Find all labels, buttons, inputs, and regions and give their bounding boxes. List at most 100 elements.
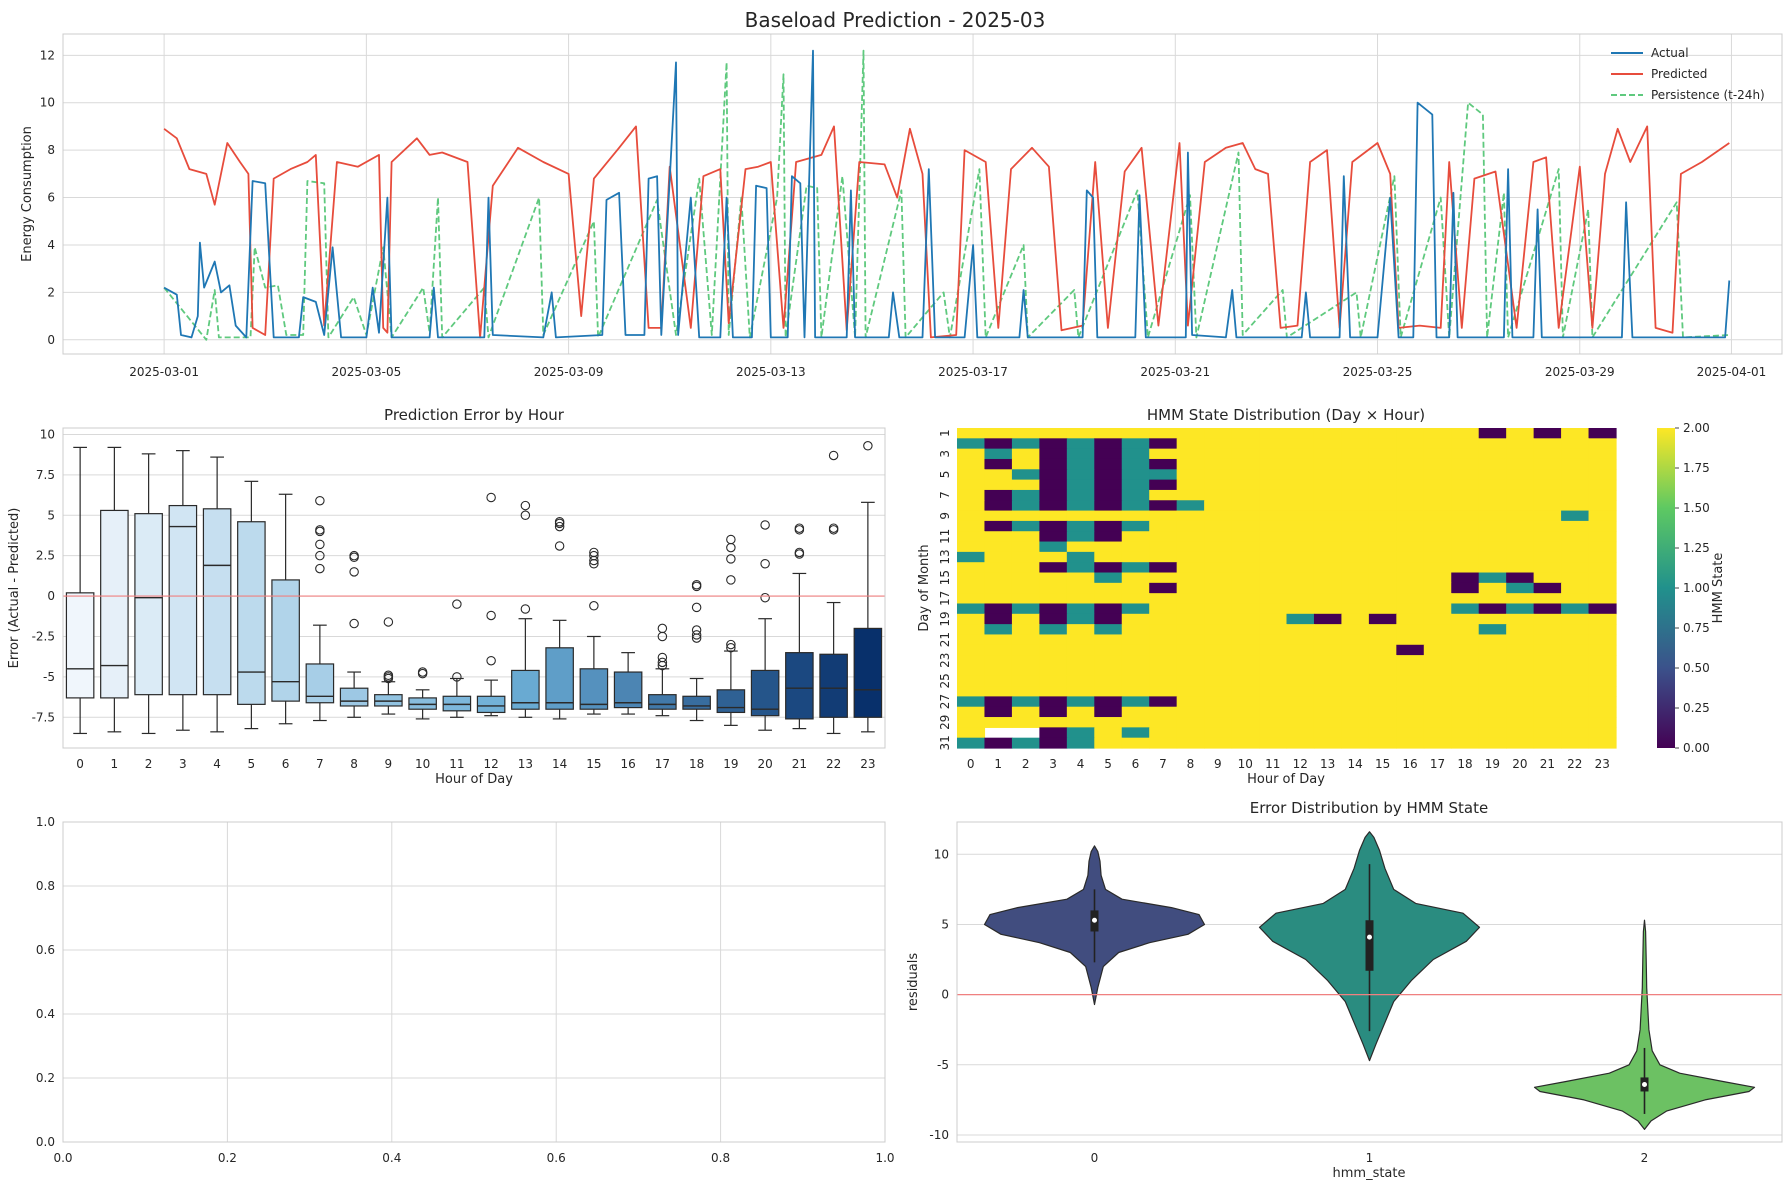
heatmap-cell	[1533, 500, 1562, 512]
heatmap-cell	[1451, 634, 1480, 646]
heatmap-cell	[1039, 572, 1068, 584]
heatmap-cell	[1313, 531, 1343, 543]
heatmap-cell	[1561, 458, 1590, 470]
heatmap-cell	[1396, 562, 1425, 574]
heatmap-x-ticks: 0 1 2 3 4 5 6 7 8 9 10 11 12 13 14 15 16 17 18 19 20 21 22 23	[967, 757, 1610, 771]
heatmap-cell	[1121, 737, 1150, 749]
heatmap-cell	[1423, 500, 1452, 512]
heatmap-cell	[1094, 438, 1123, 450]
heatmap-cell	[1176, 551, 1205, 563]
heatmap-cell	[1204, 624, 1233, 636]
heatmap-cell	[1561, 593, 1590, 605]
box-hour-0	[65, 446, 95, 735]
heatmap-cell	[1423, 717, 1452, 728]
outlier-point	[589, 559, 599, 569]
box-hour-2	[134, 453, 163, 735]
x-tick-label: 16	[1402, 757, 1417, 771]
heatmap-cell	[984, 696, 1013, 708]
heatmap-cell	[1506, 500, 1535, 512]
heatmap-cell	[1451, 737, 1480, 749]
heatmap-cell	[1149, 510, 1178, 522]
x-tick-label: 9	[1214, 757, 1222, 771]
heatmap-cell	[1039, 675, 1068, 687]
heatmap-cell	[984, 655, 1013, 667]
heatmap-cell	[1149, 624, 1178, 636]
boxplot-y-ticks: -7.5 -5 -2.5 0 2.5 5 7.5 10	[32, 427, 55, 724]
heatmap-cell	[1478, 448, 1507, 460]
heatmap-cell	[1533, 572, 1562, 584]
heatmap-cell	[1533, 541, 1562, 553]
x-tick-label: 13	[1320, 757, 1335, 771]
heatmap-cell	[1368, 737, 1397, 749]
outlier-point	[486, 655, 496, 666]
heatmap-cell	[1066, 582, 1095, 594]
x-tick-label: 5	[1104, 757, 1112, 771]
heatmap-cell	[1176, 665, 1205, 677]
heatmap-cell	[1011, 696, 1040, 708]
heatmap-cell	[1341, 469, 1370, 481]
heatmap-cell	[1259, 582, 1288, 594]
heatmap-cell	[1396, 686, 1425, 697]
heatmap-cell	[1149, 593, 1178, 605]
heatmap-cell	[1231, 644, 1260, 656]
heatmap-cell	[1066, 603, 1095, 615]
heatmap-cell	[1368, 603, 1397, 615]
heatmap-cell	[1039, 717, 1068, 728]
x-tick-label: 0	[1091, 1151, 1099, 1165]
heatmap-cell	[1533, 520, 1562, 532]
heatmap-cell	[1533, 603, 1562, 615]
heatmap-cell	[1506, 613, 1535, 625]
y-tick-label: 3	[938, 450, 952, 458]
heatmap-cell	[1341, 665, 1370, 677]
heatmap-cell	[1259, 489, 1288, 501]
heatmap-cell	[957, 603, 986, 615]
heatmap-cell	[1561, 541, 1590, 553]
heatmap-cell	[1286, 706, 1315, 718]
heatmap-cell	[1094, 593, 1123, 605]
heatmap-cell	[957, 593, 986, 605]
heatmap-cell	[1011, 438, 1040, 450]
heatmap-cell	[1478, 510, 1507, 522]
heatmap-cell	[1368, 458, 1397, 470]
heatmap-cell	[1313, 727, 1343, 739]
heatmap-cell	[1039, 448, 1068, 460]
heatmap-cell	[957, 500, 986, 512]
x-tick-label: 16	[620, 757, 635, 771]
persistence-series-line	[163, 49, 1730, 341]
heatmap-cell	[1478, 438, 1507, 450]
heatmap-cell	[984, 428, 1013, 439]
colorbar-tick-label: 0.00	[1683, 741, 1710, 755]
heatmap-cell	[1204, 644, 1233, 656]
box-hour-7	[305, 495, 335, 722]
heatmap-cell	[1396, 531, 1425, 543]
heatmap-cell	[1561, 696, 1590, 708]
heatmap-cell	[1478, 613, 1507, 625]
heatmap-cell	[1478, 500, 1507, 512]
x-tick-label: 7	[316, 757, 324, 771]
heatmap-cell	[957, 531, 986, 543]
heatmap-cell	[1259, 686, 1288, 697]
heatmap-cell	[1588, 675, 1617, 687]
x-tick-label: 20	[1512, 757, 1527, 771]
heatmap-cell	[1451, 696, 1480, 708]
empty-axes-grid	[62, 821, 886, 1143]
heatmap-cell	[1588, 479, 1617, 491]
box-iqr	[408, 697, 437, 710]
outlier-point	[315, 563, 325, 574]
heatmap-cell	[1561, 624, 1590, 636]
heatmap-cell	[1451, 613, 1480, 625]
heatmap-cell	[984, 458, 1013, 470]
heatmap-cell	[984, 500, 1013, 512]
heatmap-cell	[1478, 717, 1507, 728]
heatmap-cell	[1231, 727, 1260, 739]
heatmap-cell	[1451, 541, 1480, 553]
heatmap-cell	[1204, 696, 1233, 708]
heatmap-cell	[1259, 593, 1288, 605]
heatmap-cell	[1121, 448, 1150, 460]
outlier-point	[726, 639, 736, 650]
heatmap-cell	[1506, 541, 1535, 553]
heatmap-cell	[1094, 624, 1123, 636]
heatmap-cell	[1478, 541, 1507, 553]
heatmap-cell	[957, 551, 986, 563]
heatmap-cell	[1313, 665, 1343, 677]
